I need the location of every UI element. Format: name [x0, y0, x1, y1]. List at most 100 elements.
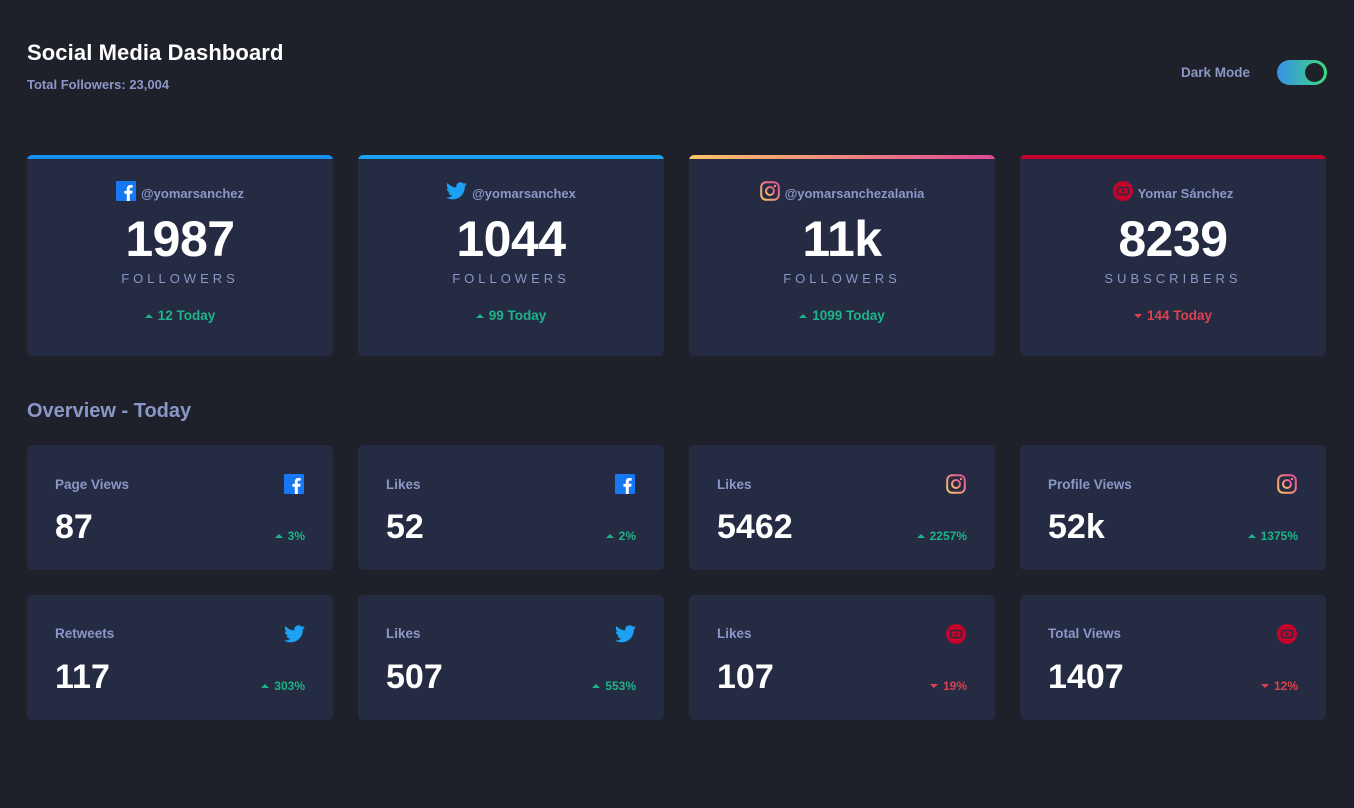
down-arrow-icon [1133, 313, 1142, 318]
youtube-icon [1276, 623, 1298, 645]
overview-change-value: 2% [618, 529, 636, 543]
today-change: 144 Today [1020, 308, 1326, 323]
follower-card-twitter[interactable]: @yomarsanchex 1044 FOLLOWERS 99 Today [358, 155, 664, 356]
facebook-icon [283, 473, 305, 495]
overview-value: 52 [386, 508, 424, 546]
youtube-icon [945, 623, 967, 645]
overview-value: 117 [55, 658, 110, 696]
up-arrow-icon [144, 313, 153, 318]
twitter-icon [446, 181, 468, 205]
instagram-icon [759, 180, 780, 206]
follower-card-instagram[interactable]: @yomarsanchezalania 11k FOLLOWERS 1099 T… [689, 155, 995, 356]
overview-change-value: 553% [605, 679, 636, 693]
overview-change-value: 12% [1273, 679, 1298, 693]
card-handle: @yomarsanchez [141, 185, 244, 201]
overview-label: Likes [717, 477, 752, 492]
overview-label: Likes [717, 626, 752, 641]
overview-value: 507 [386, 658, 443, 696]
overview-card[interactable]: Total Views 1407 12% [1020, 595, 1326, 720]
overview-title: Overview - Today [27, 400, 192, 422]
card-handle: Yomar Sánchez [1137, 185, 1234, 201]
overview-change: 3% [274, 529, 305, 543]
page-title: Social Media Dashboard [27, 40, 284, 65]
today-change: 99 Today [358, 308, 664, 323]
instagram-icon [945, 473, 967, 495]
follower-count: 1044 [456, 211, 566, 267]
dark-mode-label: Dark Mode [1180, 65, 1250, 80]
overview-card[interactable]: Page Views 87 3% [27, 445, 333, 570]
up-arrow-icon [274, 534, 283, 538]
overview-change: 12% [1260, 679, 1298, 693]
today-change-value: 12 Today [157, 308, 216, 323]
follower-cards: @yomarsanchez 1987 FOLLOWERS 12 Today @y… [27, 155, 1326, 356]
overview-card[interactable]: Likes 507 553% [358, 595, 664, 720]
up-arrow-icon [605, 534, 614, 538]
youtube-icon [1112, 180, 1133, 206]
overview-change: 2257% [916, 529, 967, 543]
overview-change: 19% [929, 679, 967, 693]
overview-change-value: 2257% [929, 529, 967, 543]
follower-label: FOLLOWERS [452, 271, 570, 286]
twitter-icon [614, 623, 636, 645]
overview-change-value: 19% [942, 679, 967, 693]
up-arrow-icon [916, 534, 925, 538]
card-accent-stripe [27, 155, 333, 159]
today-change-value: 1099 Today [812, 308, 885, 323]
overview-label: Page Views [55, 477, 130, 492]
overview-card[interactable]: Retweets 117 303% [27, 595, 333, 720]
dark-mode-toggle[interactable] [1277, 60, 1327, 85]
follower-count: 1987 [125, 211, 235, 267]
down-arrow-icon [1260, 684, 1269, 688]
follower-label: FOLLOWERS [783, 271, 901, 286]
up-arrow-icon [261, 684, 270, 688]
overview-change-value: 1375% [1260, 529, 1298, 543]
overview-change: 303% [261, 679, 305, 693]
today-change: 1099 Today [689, 308, 995, 323]
overview-value: 107 [717, 658, 774, 696]
overview-card[interactable]: Profile Views 52k 1375% [1020, 445, 1326, 570]
today-change-value: 99 Today [488, 308, 547, 323]
follower-card-youtube[interactable]: Yomar Sánchez 8239 SUBSCRIBERS 144 Today [1020, 155, 1326, 356]
follower-label: SUBSCRIBERS [1104, 271, 1242, 286]
follower-card-facebook[interactable]: @yomarsanchez 1987 FOLLOWERS 12 Today [27, 155, 333, 356]
card-accent-stripe [358, 155, 664, 159]
today-change: 12 Today [27, 308, 333, 323]
header: Social Media Dashboard Total Followers: … [27, 40, 1327, 110]
dark-mode-control: Dark Mode [1181, 60, 1327, 85]
overview-change-value: 3% [287, 529, 305, 543]
card-accent-stripe [1020, 155, 1326, 159]
twitter-icon [283, 623, 305, 645]
overview-grid: Page Views 87 3% Likes 52 2% Likes [27, 445, 1326, 720]
follower-count: 11k [802, 211, 882, 267]
facebook-icon [614, 473, 636, 495]
overview-change: 1375% [1247, 529, 1298, 543]
up-arrow-icon [475, 313, 484, 318]
overview-card[interactable]: Likes 5462 2257% [689, 445, 995, 570]
follower-count: 8239 [1118, 211, 1228, 267]
overview-change: 2% [605, 529, 636, 543]
overview-value: 52k [1048, 508, 1105, 546]
up-arrow-icon [1247, 534, 1256, 538]
down-arrow-icon [929, 684, 938, 688]
today-change-value: 144 Today [1146, 308, 1213, 323]
overview-label: Total Views [1048, 626, 1122, 641]
toggle-knob [1305, 63, 1324, 82]
up-arrow-icon [592, 684, 601, 688]
overview-label: Profile Views [1048, 477, 1132, 492]
instagram-icon [1276, 473, 1298, 495]
overview-value: 87 [55, 508, 93, 546]
overview-label: Likes [386, 626, 421, 641]
overview-card[interactable]: Likes 52 2% [358, 445, 664, 570]
card-accent-stripe [689, 155, 995, 159]
overview-value: 5462 [717, 508, 793, 546]
facebook-icon [116, 180, 136, 206]
overview-label: Retweets [55, 626, 115, 641]
up-arrow-icon [799, 313, 808, 318]
follower-label: FOLLOWERS [121, 271, 239, 286]
card-handle: @yomarsanchezalania [784, 185, 925, 201]
overview-card[interactable]: Likes 107 19% [689, 595, 995, 720]
overview-change-value: 303% [274, 679, 305, 693]
overview-label: Likes [386, 477, 421, 492]
card-handle: @yomarsanchex [472, 185, 576, 201]
overview-value: 1407 [1048, 658, 1124, 696]
